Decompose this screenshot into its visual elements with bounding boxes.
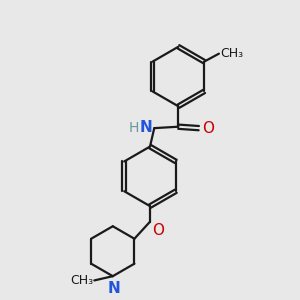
- Text: CH₃: CH₃: [220, 46, 243, 60]
- Text: H: H: [128, 121, 139, 135]
- Text: O: O: [202, 121, 214, 136]
- Text: N: N: [107, 281, 120, 296]
- Text: CH₃: CH₃: [70, 274, 93, 287]
- Text: N: N: [140, 120, 153, 135]
- Text: O: O: [152, 223, 164, 238]
